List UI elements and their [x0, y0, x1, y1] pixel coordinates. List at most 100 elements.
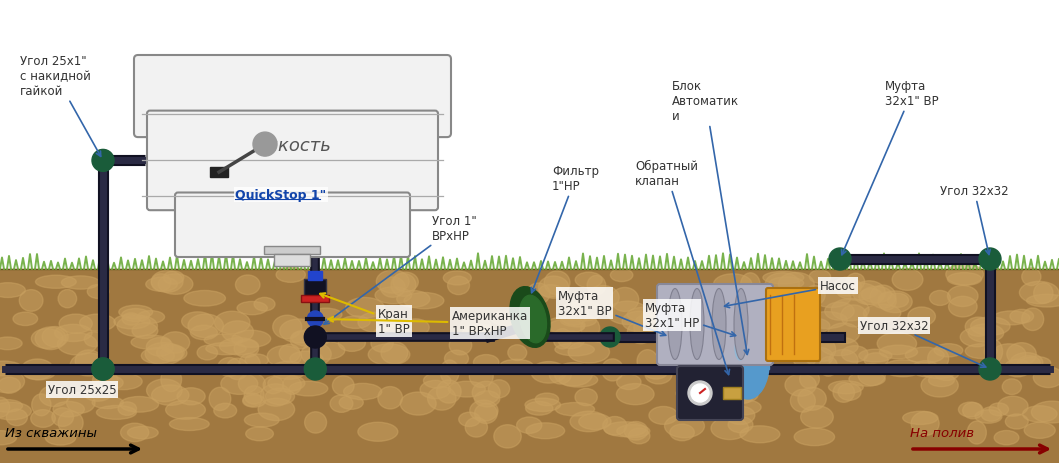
- Ellipse shape: [645, 366, 667, 379]
- Ellipse shape: [444, 271, 471, 285]
- Circle shape: [253, 133, 277, 157]
- Ellipse shape: [151, 385, 189, 406]
- Ellipse shape: [912, 361, 938, 377]
- Ellipse shape: [161, 368, 181, 392]
- Ellipse shape: [838, 384, 861, 400]
- Ellipse shape: [800, 370, 820, 389]
- Ellipse shape: [879, 345, 917, 359]
- Ellipse shape: [887, 294, 909, 307]
- Ellipse shape: [587, 286, 620, 310]
- Ellipse shape: [813, 289, 850, 308]
- Ellipse shape: [191, 325, 217, 340]
- Ellipse shape: [220, 373, 257, 394]
- Ellipse shape: [829, 350, 858, 371]
- Ellipse shape: [118, 315, 158, 337]
- Ellipse shape: [0, 431, 17, 445]
- Ellipse shape: [182, 312, 214, 331]
- Ellipse shape: [58, 290, 76, 308]
- Circle shape: [800, 327, 820, 347]
- Ellipse shape: [971, 317, 1010, 336]
- Text: Муфта
32х1" НР: Муфта 32х1" НР: [645, 301, 736, 337]
- Ellipse shape: [578, 413, 611, 430]
- Ellipse shape: [769, 277, 804, 289]
- Ellipse shape: [675, 287, 716, 310]
- Ellipse shape: [338, 335, 365, 351]
- Ellipse shape: [402, 319, 429, 336]
- Ellipse shape: [742, 365, 769, 380]
- Ellipse shape: [556, 403, 594, 416]
- Ellipse shape: [734, 289, 748, 360]
- Text: Угол 25х25: Угол 25х25: [48, 383, 116, 396]
- FancyBboxPatch shape: [147, 112, 438, 211]
- Ellipse shape: [273, 315, 302, 339]
- Ellipse shape: [622, 312, 657, 332]
- Ellipse shape: [878, 293, 896, 310]
- Ellipse shape: [92, 370, 118, 391]
- Ellipse shape: [31, 410, 55, 427]
- Ellipse shape: [131, 335, 170, 350]
- Ellipse shape: [697, 343, 720, 360]
- Ellipse shape: [1034, 283, 1053, 304]
- Circle shape: [92, 150, 114, 172]
- Ellipse shape: [517, 417, 542, 433]
- Ellipse shape: [722, 400, 761, 415]
- Ellipse shape: [57, 333, 97, 355]
- Ellipse shape: [449, 336, 471, 355]
- Ellipse shape: [333, 376, 354, 396]
- Ellipse shape: [553, 329, 572, 349]
- Ellipse shape: [611, 288, 639, 312]
- Ellipse shape: [640, 309, 666, 332]
- Ellipse shape: [276, 268, 305, 283]
- Ellipse shape: [400, 392, 436, 415]
- Ellipse shape: [280, 344, 300, 363]
- Circle shape: [692, 384, 708, 402]
- Ellipse shape: [545, 317, 586, 334]
- Ellipse shape: [998, 396, 1028, 416]
- Ellipse shape: [373, 326, 412, 342]
- Text: Из скважины: Из скважины: [5, 426, 97, 439]
- Ellipse shape: [237, 302, 267, 315]
- Bar: [0, 269, 1059, 463]
- Ellipse shape: [724, 375, 764, 388]
- Ellipse shape: [218, 358, 241, 376]
- Ellipse shape: [163, 271, 184, 285]
- Ellipse shape: [151, 274, 170, 291]
- Ellipse shape: [238, 373, 266, 394]
- Ellipse shape: [305, 412, 326, 433]
- Ellipse shape: [685, 380, 720, 400]
- Ellipse shape: [627, 321, 654, 344]
- Ellipse shape: [708, 401, 742, 416]
- Ellipse shape: [291, 330, 331, 347]
- Ellipse shape: [993, 311, 1029, 325]
- Ellipse shape: [805, 348, 833, 366]
- Ellipse shape: [245, 413, 280, 427]
- Ellipse shape: [785, 374, 816, 396]
- Ellipse shape: [746, 366, 769, 382]
- Text: Насос: Насос: [724, 279, 856, 308]
- Ellipse shape: [127, 426, 158, 439]
- Ellipse shape: [968, 324, 1004, 343]
- Ellipse shape: [883, 360, 922, 377]
- Ellipse shape: [965, 344, 998, 359]
- Ellipse shape: [863, 305, 901, 323]
- Text: Фильтр
1"НР: Фильтр 1"НР: [532, 165, 599, 293]
- Ellipse shape: [825, 302, 855, 320]
- Text: Угол 25х1"
с накидной
гайкой: Угол 25х1" с накидной гайкой: [20, 55, 101, 157]
- Ellipse shape: [1004, 359, 1031, 377]
- Text: Угол 1"
ВРхНР: Угол 1" ВРхНР: [324, 214, 477, 325]
- Ellipse shape: [520, 295, 546, 343]
- Ellipse shape: [515, 302, 539, 315]
- Ellipse shape: [634, 316, 652, 339]
- Ellipse shape: [243, 395, 266, 407]
- Ellipse shape: [958, 402, 982, 417]
- Ellipse shape: [1020, 282, 1059, 304]
- Ellipse shape: [121, 423, 149, 442]
- Ellipse shape: [145, 343, 182, 365]
- Ellipse shape: [0, 370, 24, 393]
- Ellipse shape: [238, 354, 261, 375]
- Ellipse shape: [994, 431, 1019, 445]
- Text: Емкость: Емкость: [253, 137, 331, 155]
- Ellipse shape: [0, 402, 32, 420]
- Ellipse shape: [526, 423, 564, 439]
- Bar: [302, 295, 329, 302]
